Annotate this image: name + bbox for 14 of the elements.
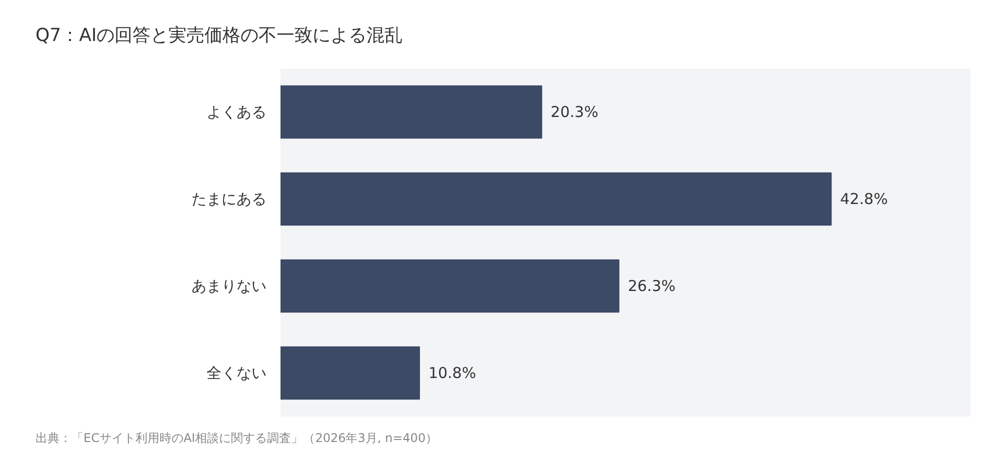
y-tick-label: 全くない (206, 364, 266, 382)
source-note: 出典：「ECサイト利用時のAI相談に関する調査」（2026年3月, n=400） (36, 431, 438, 445)
y-tick-label: たまにある (192, 190, 266, 208)
y-tick-label: よくある (206, 103, 266, 121)
data-label: 20.3% (550, 103, 598, 121)
bar (280, 346, 420, 400)
bar (280, 85, 542, 139)
data-label: 42.8% (840, 190, 888, 208)
bar (280, 172, 832, 226)
data-label: 26.3% (628, 277, 676, 295)
data-label: 10.8% (428, 364, 476, 382)
y-tick-label: あまりない (192, 277, 266, 295)
bar (280, 259, 620, 313)
chart-title: Q7：AIの回答と実売価格の不一致による混乱 (36, 25, 403, 46)
